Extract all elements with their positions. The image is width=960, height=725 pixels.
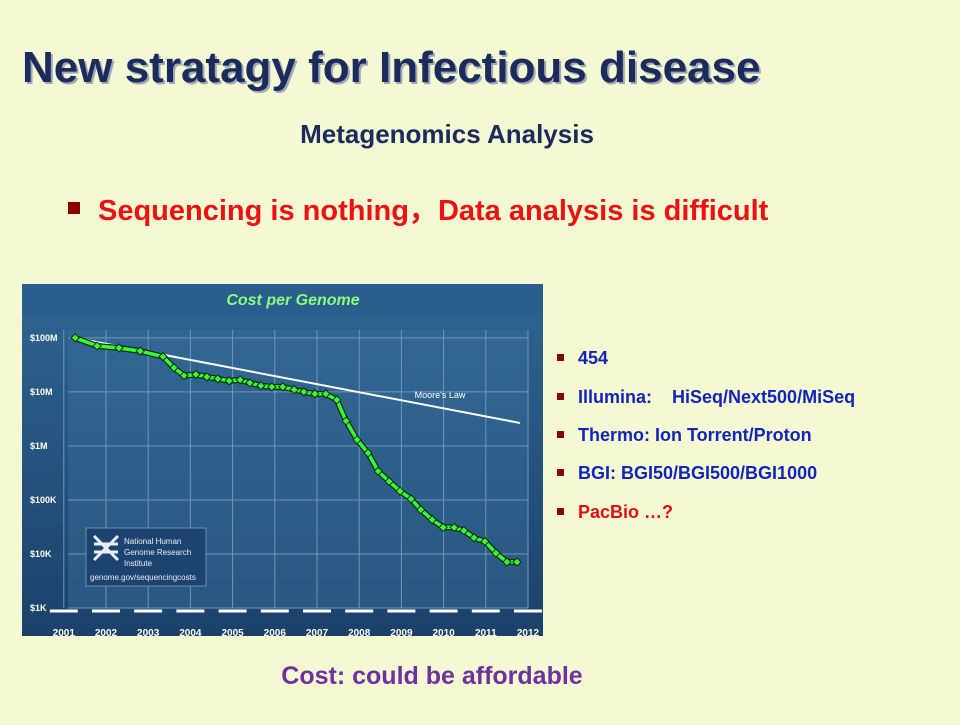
logo-text: genome.gov/sequencingcosts — [90, 573, 196, 582]
y-tick-label: $100K — [30, 495, 57, 505]
logo-text: Institute — [124, 559, 153, 568]
marker — [245, 378, 255, 388]
marker — [213, 374, 223, 384]
marker — [363, 448, 373, 458]
logo-icon — [92, 534, 120, 562]
list-item: BGI: BGI50/BGI500/BGI1000 — [578, 463, 817, 483]
x-tick-label: 2005 — [221, 628, 244, 639]
list-marker — [557, 354, 564, 361]
logo-box — [85, 527, 207, 587]
list-item: Thermo: Ion Torrent/Proton — [578, 425, 812, 445]
caption: Cost: could be affordable — [281, 662, 583, 690]
marker — [256, 381, 266, 391]
marker — [438, 522, 448, 533]
x-tick-label: 2002 — [95, 628, 118, 639]
x-tick-label: 2008 — [348, 628, 371, 639]
marker — [191, 369, 201, 380]
marker — [278, 382, 288, 392]
marker — [114, 343, 124, 353]
marker — [289, 384, 299, 395]
x-tick-label: 2001 — [53, 628, 76, 639]
logo-text: National Human — [124, 537, 181, 546]
title: New stratagy for Infectious disease — [22, 43, 760, 92]
marker — [395, 486, 405, 496]
chart-title: Cost per Genome — [226, 292, 359, 309]
logo-text: Genome Research — [124, 548, 191, 557]
marker — [502, 557, 512, 567]
series-label: Moore's Law — [415, 390, 466, 400]
x-tick-label: 2006 — [264, 628, 287, 639]
marker — [406, 494, 416, 504]
logo: National Human Genome Research Institute… — [85, 527, 207, 587]
list-item: 454 — [578, 348, 608, 368]
bullet-marker — [68, 202, 80, 214]
marker — [469, 533, 479, 543]
marker — [459, 525, 469, 536]
x-tick-label: 2004 — [179, 628, 202, 639]
marker — [384, 476, 394, 487]
marker — [92, 341, 102, 351]
x-tick-label: 2010 — [432, 628, 455, 639]
marker — [179, 370, 189, 381]
list-item: Illumina: HiSeq/Next500/MiSeq — [578, 387, 855, 407]
marker — [512, 557, 522, 567]
list-item: PacBio …? — [578, 502, 673, 522]
marker — [321, 389, 331, 399]
marker — [235, 375, 245, 385]
x-tick-label: 2009 — [390, 628, 413, 639]
title-shadow: New stratagy for Infectious disease — [24, 45, 762, 94]
marker — [202, 372, 212, 382]
marker — [332, 395, 342, 405]
marker — [416, 504, 426, 515]
list-marker — [557, 469, 564, 476]
chart-header — [22, 284, 543, 314]
list-marker — [557, 508, 564, 515]
marker — [449, 522, 459, 533]
marker — [224, 376, 234, 386]
chart: Cost per Genome National Human Genome Re… — [22, 284, 543, 639]
x-tick-label: 2012 — [517, 628, 540, 639]
marker — [70, 333, 80, 343]
marker — [341, 416, 351, 426]
marker — [373, 466, 383, 476]
marker — [158, 351, 168, 362]
bullet-text: Sequencing is nothing，Data analysis is d… — [98, 195, 769, 227]
y-tick-label: $10K — [30, 549, 52, 559]
marker — [480, 536, 490, 547]
y-tick-label: $100M — [30, 333, 58, 343]
marker — [427, 515, 437, 525]
x-tick-label: 2007 — [306, 628, 329, 639]
list-marker — [557, 431, 564, 438]
marker — [267, 382, 277, 392]
x-tick-label: 2011 — [475, 628, 497, 639]
y-tick-label: $1K — [30, 603, 47, 613]
marker — [310, 389, 320, 399]
marker — [135, 346, 145, 356]
y-tick-label: $10M — [30, 387, 53, 397]
marker — [299, 387, 309, 397]
marker — [169, 363, 179, 373]
y-tick-label: $1M — [30, 441, 48, 451]
marker — [352, 435, 362, 445]
list: 454 Illumina: HiSeq/Next500/MiSeq Thermo… — [557, 348, 855, 522]
list-marker — [557, 393, 564, 400]
x-tick-label: 2003 — [137, 628, 160, 639]
marker — [491, 548, 501, 558]
subtitle: Metagenomics Analysis — [300, 119, 594, 149]
